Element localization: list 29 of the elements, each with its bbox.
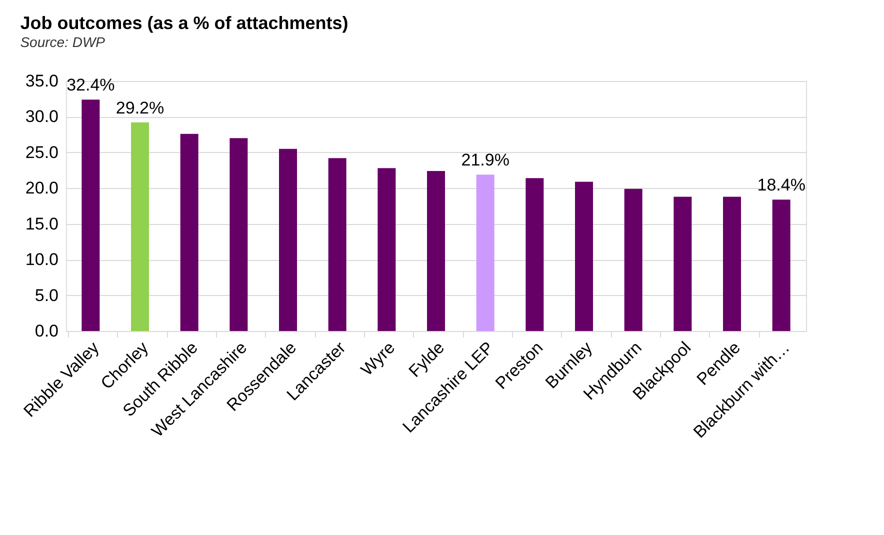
bar	[526, 178, 544, 331]
source-note: Source: DWP	[20, 34, 106, 50]
y-tick-label: 10.0	[25, 250, 58, 270]
bar	[131, 122, 149, 331]
data-label: 21.9%	[461, 150, 510, 170]
bar	[723, 196, 741, 331]
bar	[575, 182, 593, 331]
bar	[772, 200, 790, 331]
bar	[82, 100, 100, 331]
bar	[427, 171, 445, 331]
y-tick-label: 0.0	[34, 322, 58, 340]
bar	[476, 174, 494, 331]
chart-title: Job outcomes (as a % of attachments)	[20, 13, 348, 33]
data-label: 32.4%	[66, 76, 115, 95]
y-tick-label: 35.0	[25, 72, 58, 90]
bar	[279, 148, 297, 331]
y-tick-label: 25.0	[25, 142, 58, 162]
y-tick-label: 20.0	[25, 178, 58, 198]
bar	[378, 168, 396, 331]
bar	[624, 188, 642, 331]
data-label: 29.2%	[116, 98, 164, 118]
bar	[230, 138, 248, 331]
y-tick-label: 30.0	[25, 107, 58, 126]
data-label: 18.4%	[757, 176, 806, 195]
bar	[674, 196, 692, 331]
y-tick-label: 15.0	[25, 214, 58, 234]
bar	[180, 134, 198, 331]
bar	[328, 158, 346, 331]
y-tick-label: 5.0	[34, 286, 58, 305]
